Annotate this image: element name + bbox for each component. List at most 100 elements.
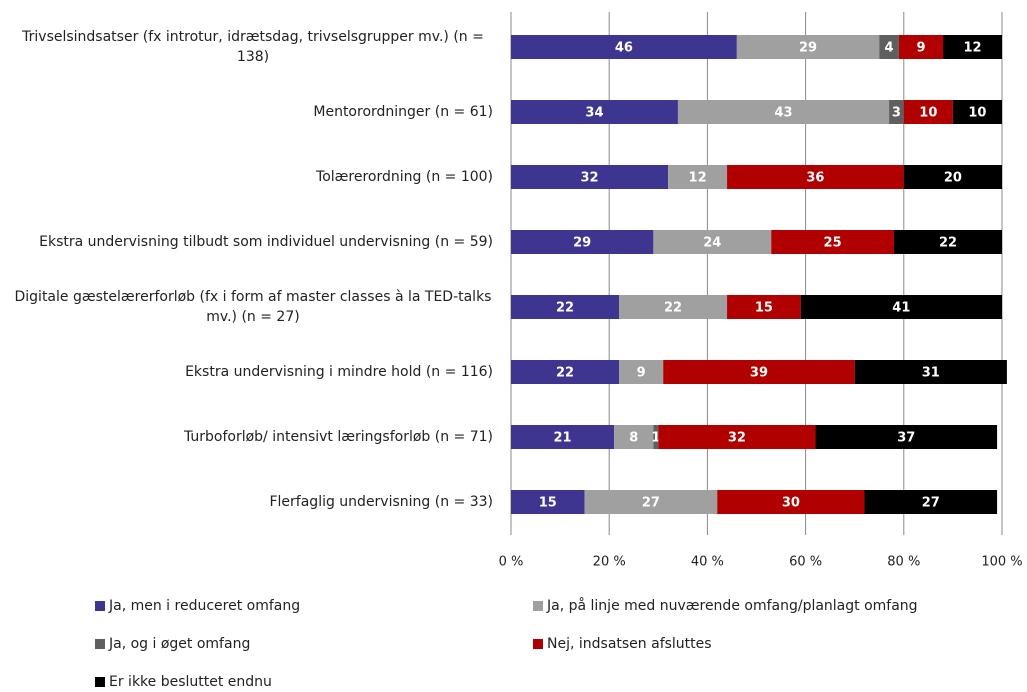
category-label: Ekstra undervisning tilbudt som individu…	[13, 212, 493, 272]
data-label: 12	[963, 41, 981, 56]
legend-label: Er ikke besluttet endnu	[109, 674, 272, 690]
bar-segment	[511, 35, 737, 59]
data-label: 30	[782, 496, 800, 511]
data-label: 3	[892, 106, 901, 121]
data-label: 37	[897, 431, 915, 446]
category-text: Digitale gæstelærerforløb (fx i form af …	[14, 289, 492, 325]
legend-item: Ja, på linje med nuværende omfang/planla…	[533, 596, 918, 616]
bar-segment	[511, 100, 678, 124]
data-label: 41	[892, 301, 910, 316]
legend-item: Er ikke besluttet endnu	[95, 672, 272, 692]
data-label: 29	[799, 41, 817, 56]
category-text: Ekstra undervisning tilbudt som individu…	[39, 234, 493, 250]
bar-segment	[864, 490, 998, 514]
x-tick-label: 40 %	[691, 555, 724, 570]
data-label: 8	[629, 431, 638, 446]
legend-item: Nej, indsatsen afsluttes	[533, 634, 712, 654]
bar-segment	[653, 425, 659, 449]
legend-label: Nej, indsatsen afsluttes	[547, 636, 712, 652]
bar-segment	[511, 230, 654, 254]
bar-segment	[903, 165, 1002, 189]
category-text: Tolærerordning (n = 100)	[316, 169, 493, 185]
legend-label: Ja, men i reduceret omfang	[109, 598, 301, 614]
data-label: 32	[728, 431, 746, 446]
data-label: 20	[944, 171, 962, 186]
legend-item: Ja, men i reduceret omfang	[95, 596, 300, 616]
bar-segment	[717, 490, 865, 514]
data-label: 9	[916, 41, 925, 56]
data-label: 22	[556, 366, 574, 381]
category-label: Digitale gæstelærerforløb (fx i form af …	[13, 277, 493, 337]
bar-segment	[815, 425, 998, 449]
data-label: 22	[664, 301, 682, 316]
bar-segment	[736, 35, 880, 59]
category-label: Flerfaglig undervisning (n = 33)	[13, 472, 493, 532]
bar-segment	[653, 230, 772, 254]
legend-item: Ja, og i øget omfang	[95, 634, 250, 654]
bar-segment	[511, 425, 615, 449]
bar-segment	[893, 230, 1002, 254]
category-text: Mentorordninger (n = 61)	[313, 104, 493, 120]
bar-segment	[952, 100, 1002, 124]
bar-segment	[658, 425, 816, 449]
bar-segment	[903, 100, 953, 124]
category-text: Flerfaglig undervisning (n = 33)	[269, 494, 493, 510]
category-label: Ekstra undervisning i mindre hold (n = 1…	[13, 342, 493, 402]
data-label: 32	[581, 171, 599, 186]
bar-segment	[879, 35, 899, 59]
data-label: 1	[651, 431, 660, 446]
bar-segment	[584, 490, 718, 514]
legend-swatch	[533, 639, 543, 649]
category-label: Tolærerordning (n = 100)	[13, 147, 493, 207]
legend-swatch	[533, 601, 543, 611]
x-tick-label: 20 %	[593, 555, 626, 570]
category-text: Ekstra undervisning i mindre hold (n = 1…	[185, 364, 493, 380]
legend-label: Ja, og i øget omfang	[109, 636, 251, 652]
data-label: 36	[806, 171, 824, 186]
legend-swatch	[95, 639, 105, 649]
data-label: 27	[922, 496, 940, 511]
data-label: 39	[750, 366, 768, 381]
x-tick-label: 60 %	[789, 555, 822, 570]
bar-segment	[898, 35, 944, 59]
bar-segment	[663, 360, 855, 384]
data-label: 34	[585, 106, 603, 121]
category-label: Turboforløb/ intensivt læringsforløb (n …	[13, 407, 493, 467]
bar-segment	[854, 360, 1007, 384]
bar-segment	[511, 490, 585, 514]
legend-swatch	[95, 601, 105, 611]
bar-segment	[668, 165, 728, 189]
data-label: 15	[539, 496, 557, 511]
category-label: Mentorordninger (n = 61)	[13, 82, 493, 142]
data-label: 25	[824, 236, 842, 251]
bar-segment	[771, 230, 894, 254]
data-label: 10	[968, 106, 986, 121]
x-tick-label: 0 %	[499, 555, 524, 570]
data-label: 10	[919, 106, 937, 121]
bar-segment	[943, 35, 1002, 59]
bar-segment	[727, 165, 904, 189]
data-label: 24	[703, 236, 721, 251]
x-tick-label: 100 %	[981, 555, 1022, 570]
data-label: 22	[939, 236, 957, 251]
bar-segment	[727, 295, 801, 319]
data-label: 31	[922, 366, 940, 381]
x-tick-label: 80 %	[887, 555, 920, 570]
data-label: 21	[554, 431, 572, 446]
bar-segment	[677, 100, 890, 124]
data-label: 9	[637, 366, 646, 381]
bar-segment	[511, 360, 620, 384]
data-label: 46	[615, 41, 633, 56]
data-label: 22	[556, 301, 574, 316]
category-label: Trivselsindsatser (fx introtur, idrætsda…	[13, 17, 493, 77]
category-text: Trivselsindsatser (fx introtur, idrætsda…	[22, 29, 484, 65]
data-label: 4	[885, 41, 894, 56]
data-label: 29	[573, 236, 591, 251]
bar-segment	[511, 295, 620, 319]
category-text: Turboforløb/ intensivt læringsforløb (n …	[183, 429, 493, 445]
data-label: 15	[755, 301, 773, 316]
bar-segment	[619, 360, 664, 384]
data-label: 27	[642, 496, 660, 511]
bar-segment	[619, 295, 728, 319]
